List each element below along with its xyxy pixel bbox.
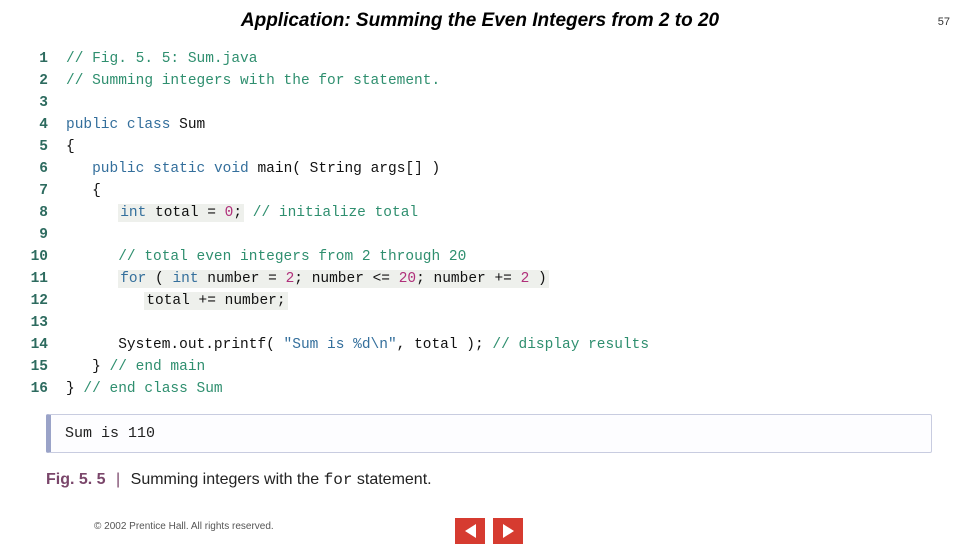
copyright-text: © 2002 Prentice Hall. All rights reserve… [94, 521, 274, 532]
comment: // total even integers from 2 through 20 [118, 249, 466, 265]
program-output: Sum is 110 [46, 414, 932, 453]
page-number: 57 [938, 16, 950, 28]
code-line: 15 } // end main [30, 356, 940, 378]
figure-label: Fig. 5. 5 [46, 471, 106, 488]
line-number: 1 [30, 48, 66, 70]
brace: } [92, 359, 101, 375]
line-number: 8 [30, 202, 66, 224]
figure-separator: | [116, 471, 120, 488]
code-line: 10 // total even integers from 2 through… [30, 246, 940, 268]
code-line: 7 { [30, 180, 940, 202]
chevron-right-icon [503, 524, 514, 538]
line-number: 7 [30, 180, 66, 202]
keyword: public [66, 117, 118, 133]
line-number: 11 [30, 268, 66, 290]
number-literal: 2 [521, 271, 530, 287]
code-line: 12 total += number; [30, 290, 940, 312]
code-line: 6 public static void main( String args[]… [30, 158, 940, 180]
code-line: 4 public class Sum [30, 114, 940, 136]
keyword: class [127, 117, 171, 133]
string-literal: "Sum is %d\n" [284, 337, 397, 353]
code-line: 5 { [30, 136, 940, 158]
code-line: 3 [30, 92, 940, 114]
figure-code-word: for [324, 471, 353, 489]
keyword: public [92, 161, 144, 177]
figure-text: Summing integers with the [131, 471, 324, 488]
line-number: 9 [30, 224, 66, 246]
code-line: 16 } // end class Sum [30, 378, 940, 400]
code-line: 13 [30, 312, 940, 334]
keyword: static [153, 161, 205, 177]
brace: { [92, 183, 101, 199]
nav-arrows [455, 518, 523, 544]
number-literal: 20 [399, 271, 416, 287]
next-button[interactable] [493, 518, 523, 544]
chevron-left-icon [465, 524, 476, 538]
line-number: 6 [30, 158, 66, 180]
code-line: 9 [30, 224, 940, 246]
line-number: 2 [30, 70, 66, 92]
code-line: 14 System.out.printf( "Sum is %d\n", tot… [30, 334, 940, 356]
brace: { [66, 136, 940, 158]
line-number: 13 [30, 312, 66, 334]
page-title: Application: Summing the Even Integers f… [0, 10, 960, 32]
comment: // Summing integers with the for stateme… [66, 73, 440, 89]
comment: // end class Sum [75, 381, 223, 397]
keyword: int [172, 271, 198, 287]
method-sig: main( String args[] ) [257, 161, 440, 177]
code-line: 8 int total = 0; // initialize total [30, 202, 940, 224]
keyword: int [120, 205, 146, 221]
call: System.out.printf( [118, 337, 283, 353]
prev-button[interactable] [455, 518, 485, 544]
line-number: 5 [30, 136, 66, 158]
code-line: 2 // Summing integers with the for state… [30, 70, 940, 92]
code-line: 11 for ( int number = 2; number <= 20; n… [30, 268, 940, 290]
line-number: 3 [30, 92, 66, 114]
comment: // display results [484, 337, 649, 353]
line-number: 10 [30, 246, 66, 268]
comment: // Fig. 5. 5: Sum.java [66, 51, 257, 67]
keyword: for [120, 271, 146, 287]
figure-caption: Fig. 5. 5 | Summing integers with the fo… [46, 471, 960, 489]
code-listing: 1 // Fig. 5. 5: Sum.java 2 // Summing in… [30, 48, 940, 400]
identifier: Sum [179, 117, 205, 133]
comment: // initialize total [244, 205, 418, 221]
keyword: void [214, 161, 249, 177]
line-number: 14 [30, 334, 66, 356]
number-literal: 2 [286, 271, 295, 287]
figure-text: statement. [352, 471, 431, 488]
code-line: 1 // Fig. 5. 5: Sum.java [30, 48, 940, 70]
comment: // end main [101, 359, 205, 375]
line-number: 15 [30, 356, 66, 378]
line-number: 12 [30, 290, 66, 312]
line-number: 16 [30, 378, 66, 400]
statement: total += number; [144, 292, 287, 310]
line-number: 4 [30, 114, 66, 136]
brace: } [66, 381, 75, 397]
